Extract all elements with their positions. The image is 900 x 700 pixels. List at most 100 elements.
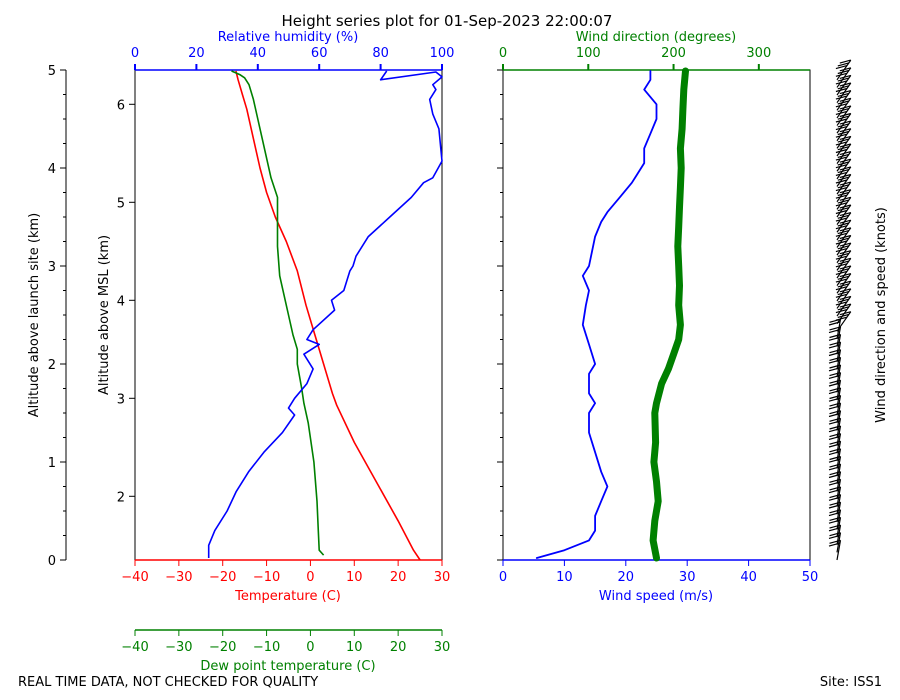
wind-barb-flag	[839, 105, 851, 110]
series-wdir	[649, 67, 689, 562]
temp-tick-label: 10	[346, 570, 363, 585]
wspd-tick-label: 40	[740, 570, 757, 585]
wspd-tick-label: 30	[679, 570, 696, 585]
rh-tick-label: 0	[131, 46, 139, 61]
wind-barb-flag	[835, 80, 848, 85]
wind-barb-flag	[837, 283, 849, 288]
wind-barb-flag	[837, 313, 849, 318]
wind-barb-flag	[837, 268, 849, 273]
wind-barb-flag	[839, 67, 851, 72]
launch-tick-label: 5	[48, 64, 56, 79]
wind-barb-flag	[839, 303, 851, 308]
wind-barb-flag	[835, 240, 848, 245]
wind-barb-flag	[835, 118, 848, 123]
wind-barb-flag	[837, 306, 849, 311]
msl-tick-label: 5	[117, 196, 125, 211]
wind-barb-flag	[835, 209, 848, 215]
wind-barb-flag	[835, 141, 848, 146]
wind-barb-flag	[839, 181, 851, 186]
wind-barb-flag	[839, 158, 851, 163]
dew-tick-label: 30	[434, 640, 451, 655]
wind-barbs	[828, 59, 852, 561]
wind-barb-flag	[835, 263, 848, 268]
wspd-tick-label: 50	[802, 570, 819, 585]
wind-barb-flag	[837, 138, 849, 143]
wind-barb-flag	[835, 126, 848, 131]
wind-barb-flag	[837, 92, 849, 97]
wind-barb-flag	[837, 184, 849, 189]
wind-barb-flag	[835, 103, 848, 108]
wind-barb-flag	[835, 87, 848, 93]
wind-barb-flag	[837, 199, 849, 204]
wind-barb-flag	[839, 120, 851, 125]
wind-barb-flag	[837, 153, 849, 158]
rh-tick-label: 40	[250, 46, 267, 61]
wind-barb-flag	[839, 128, 851, 133]
series-wspd	[535, 70, 658, 559]
wind-barb-flag	[835, 278, 848, 283]
wind-barb-flag	[837, 123, 849, 128]
wind-barb-flag	[839, 257, 851, 262]
dew-tick-label: −30	[165, 640, 192, 655]
wind-barb-flag	[835, 255, 848, 260]
temp-tick-label: 30	[434, 570, 451, 585]
series-temp	[235, 70, 421, 561]
wind-barb-flag	[835, 187, 848, 192]
xlabel-temperature: Temperature (C)	[234, 589, 341, 604]
wind-barb-flag	[839, 135, 851, 140]
wind-barb-flag	[839, 151, 851, 156]
wind-barb-flag	[839, 143, 851, 148]
wind-barb-flag	[835, 72, 848, 77]
wind-barb-flag	[837, 169, 849, 174]
wind-barb-flag	[837, 191, 849, 197]
wind-barb-flag	[839, 74, 851, 79]
wind-barb-flag	[837, 207, 849, 212]
wind-barb-flag	[839, 189, 851, 194]
launch-tick-label: 2	[48, 358, 56, 373]
xlabel-winddir: Wind direction (degrees)	[576, 30, 736, 45]
wind-barb-flag	[837, 252, 849, 257]
ylabel-launch: Altitude above launch site (km)	[27, 213, 42, 417]
wdir-tick-label: 100	[576, 46, 601, 61]
wind-barb-flag	[835, 301, 848, 306]
wind-barb-flag	[835, 217, 848, 222]
launch-tick-label: 0	[48, 554, 56, 569]
wind-barb-flag	[837, 230, 849, 235]
wind-barb-flag	[839, 166, 851, 171]
temp-tick-label: −30	[165, 570, 192, 585]
wind-barb-flag	[839, 112, 851, 118]
thermo-axes: 0 1 2 3 4 5 2 3 4 5 6 −40 −30 −20 −10 0 10 20 30 0 20 40 60 80 1…	[48, 46, 455, 655]
site-label: Site: ISS1	[820, 675, 882, 690]
wind-barb-flag	[837, 100, 849, 105]
msl-tick-label: 3	[117, 392, 125, 407]
wind-barb-flag	[839, 59, 851, 64]
wind-barb-flag	[837, 260, 849, 265]
wind-axes: 0 10 20 30 40 50 0 100 200 300	[497, 46, 818, 585]
wind-barb-flag	[837, 298, 849, 303]
wind-barb-flag	[835, 110, 848, 115]
series-dew	[231, 70, 325, 556]
wind-barb-flag	[839, 234, 851, 240]
wind-barb-flag	[839, 227, 851, 232]
wind-barb-flag	[839, 311, 851, 316]
wdir-tick-label: 0	[499, 46, 507, 61]
wind-barb-flag	[835, 156, 848, 161]
launch-tick-label: 3	[48, 260, 56, 275]
dew-tick-label: 20	[390, 640, 407, 655]
wind-barb-flag	[837, 176, 849, 181]
wind-barb-flag	[837, 115, 849, 120]
temp-tick-label: −20	[209, 570, 236, 585]
wind-barb-flag	[837, 275, 849, 280]
xlabel-rh: Relative humidity (%)	[218, 30, 359, 45]
wind-barb-flag	[835, 316, 848, 321]
wind-barb-flag	[839, 90, 851, 95]
wind-barb-flag	[839, 196, 851, 201]
wind-barb-flag	[839, 173, 851, 179]
wspd-tick-label: 20	[618, 570, 635, 585]
wind-barb-flag	[839, 242, 851, 247]
wind-barb-flag	[839, 212, 851, 217]
wind-barb-flag	[837, 77, 849, 82]
wind-barb-flag	[837, 69, 849, 75]
temp-tick-label: 20	[390, 570, 407, 585]
